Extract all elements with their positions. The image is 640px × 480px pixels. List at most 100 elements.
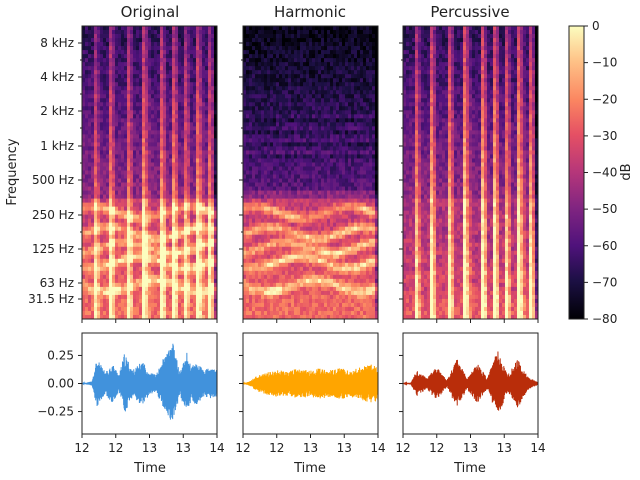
spectrogram-cell xyxy=(154,118,158,123)
spectrogram-cell xyxy=(199,222,203,228)
spectrogram-cell xyxy=(127,66,131,71)
spectrogram-cell xyxy=(118,110,122,115)
spectrogram-cell xyxy=(88,126,92,131)
spectrogram-cell xyxy=(285,118,289,123)
spectrogram-cell xyxy=(85,70,89,75)
spectrogram-cell xyxy=(267,122,271,127)
spectrogram-cell xyxy=(148,98,152,103)
spectrogram-cell xyxy=(106,62,110,67)
spectrogram-cell xyxy=(175,282,179,288)
spectrogram-cell xyxy=(291,174,295,179)
spectrogram-cell xyxy=(246,294,250,300)
spectrogram-cell xyxy=(112,46,116,51)
spectrogram-cell xyxy=(211,250,215,256)
spectrogram-cell xyxy=(288,178,292,183)
spectrogram-cell xyxy=(172,218,176,224)
spectrogram-cell xyxy=(121,198,125,203)
spectrogram-cell xyxy=(124,234,128,240)
spectrogram-cell xyxy=(85,166,89,171)
spectrogram-cell xyxy=(267,206,271,212)
spectrogram-cell xyxy=(214,298,218,304)
spectrogram-cell xyxy=(142,218,146,224)
spectrogram-cell xyxy=(211,234,215,240)
spectrogram-cell xyxy=(199,234,203,240)
spectrogram-cell xyxy=(267,130,271,135)
spectrogram-cell xyxy=(294,26,298,31)
spectrogram-cell xyxy=(115,218,119,224)
spectrogram-cell xyxy=(181,166,185,171)
spectrogram-cell xyxy=(163,278,167,284)
spectrogram-cell xyxy=(208,290,212,296)
spectrogram-cell xyxy=(100,270,104,276)
spectrogram-cell xyxy=(211,302,215,308)
spectrogram-cell xyxy=(279,166,283,171)
spectrogram-cell xyxy=(175,198,179,203)
spectrogram-cell xyxy=(154,34,158,39)
spectrogram-cell xyxy=(163,86,167,91)
spectrogram-cell xyxy=(193,306,197,312)
spectrogram-cell xyxy=(243,266,247,272)
spectrogram-cell xyxy=(160,310,164,316)
spectrogram-cell xyxy=(208,98,212,103)
spectrogram-cell xyxy=(109,286,113,292)
spectrogram-cell xyxy=(181,246,185,252)
spectrogram-cell xyxy=(214,142,218,147)
spectrogram-cell xyxy=(288,26,292,31)
spectrogram-cell xyxy=(88,302,92,308)
spectrogram-cell xyxy=(270,314,274,320)
spectrogram-cell xyxy=(208,178,212,183)
spectrogram-cell xyxy=(267,42,271,47)
spectrogram-cell xyxy=(172,234,176,240)
spectrogram-cell xyxy=(252,146,256,151)
spectrogram-cell xyxy=(124,50,128,55)
spectrogram-cell xyxy=(261,182,265,187)
spectrogram-cell xyxy=(178,174,182,179)
spectrogram-cell xyxy=(91,314,95,320)
spectrogram-cell xyxy=(112,154,116,159)
spectrogram-cell xyxy=(127,58,131,63)
spectrogram-cell xyxy=(309,102,313,107)
spectrogram-cell xyxy=(246,242,250,248)
spectrogram-cell xyxy=(127,158,131,163)
spectrogram-cell xyxy=(85,82,89,87)
spectrogram-cell xyxy=(196,154,200,159)
spectrogram-cell xyxy=(285,34,289,39)
spectrogram-cell xyxy=(181,278,185,284)
spectrogram-cell xyxy=(124,146,128,151)
spectrogram-cell xyxy=(196,162,200,167)
spectrogram-cell xyxy=(97,302,101,308)
spectrogram-cell xyxy=(172,166,176,171)
spectrogram-cell xyxy=(297,242,301,248)
spectrogram-cell xyxy=(196,46,200,51)
spectrogram-cell xyxy=(136,310,140,316)
spectrogram-cell xyxy=(297,282,301,288)
spectrogram-cell xyxy=(258,178,262,183)
spectrogram-cell xyxy=(285,274,289,280)
spectrogram-cell xyxy=(205,54,209,59)
spectrogram-cell xyxy=(309,38,313,43)
spectrogram-cell xyxy=(193,254,197,260)
spectrogram-cell xyxy=(106,138,110,143)
spectrogram-cell xyxy=(103,238,107,244)
spectrogram-cell xyxy=(112,26,116,31)
spectrogram-cell xyxy=(303,274,307,280)
spectrogram-cell xyxy=(270,134,274,139)
spectrogram-cell xyxy=(115,170,119,175)
spectrogram-cell xyxy=(214,86,218,91)
spectrogram-cell xyxy=(249,294,253,300)
spectrogram-cell xyxy=(306,282,310,288)
spectrogram-cell xyxy=(285,234,289,240)
spectrogram-cell xyxy=(249,42,253,47)
spectrogram-cell xyxy=(187,114,191,119)
spectrogram-cell xyxy=(291,70,295,75)
spectrogram-cell xyxy=(133,178,137,183)
spectrogram-cell xyxy=(133,102,137,107)
spectrogram-cell xyxy=(127,278,131,284)
spectrogram-cell xyxy=(261,114,265,119)
spectrogram-cell xyxy=(273,54,277,59)
spectrogram-cell xyxy=(187,26,191,31)
spectrogram-cell xyxy=(297,186,301,191)
spectrogram-cell xyxy=(130,122,134,127)
spectrogram-cell xyxy=(190,202,194,208)
